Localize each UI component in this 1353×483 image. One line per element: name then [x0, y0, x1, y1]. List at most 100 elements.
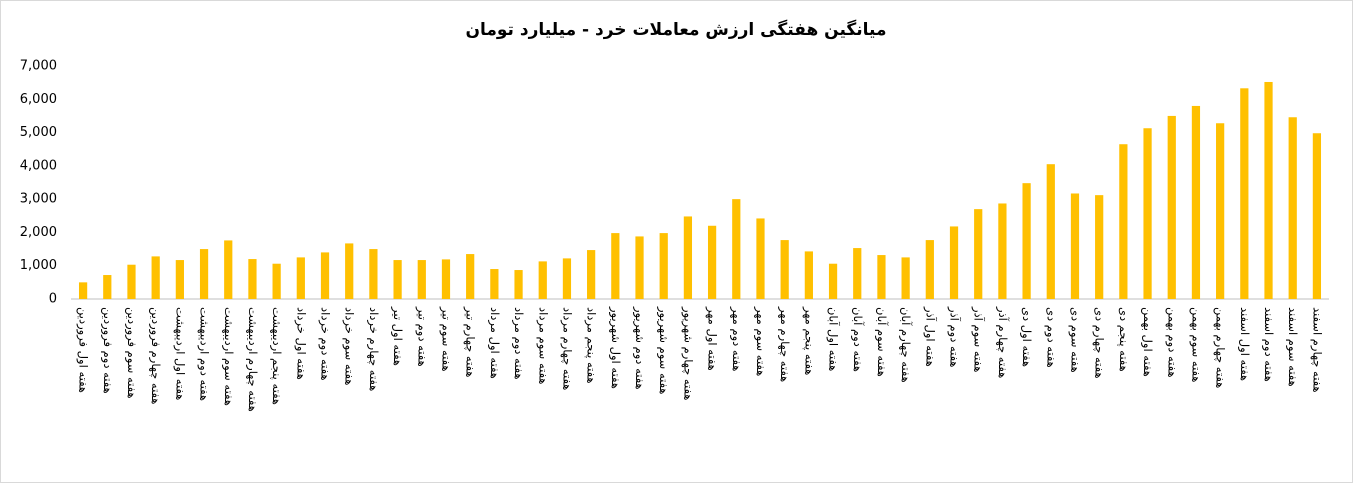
y-tick-label: 3,000 [20, 192, 57, 207]
bar [320, 252, 330, 299]
bar [1216, 123, 1225, 299]
x-tick-label: هفته سوم شهریور [656, 306, 671, 395]
x-tick-label: هفته سوم فروردین [124, 307, 139, 399]
bar [1143, 128, 1152, 299]
bar [1167, 115, 1176, 299]
bar [1095, 195, 1104, 299]
y-tick-label: 5,000 [20, 125, 57, 140]
x-tick-label: هفته دوم مرداد [511, 307, 526, 380]
x-tick-label: هفته پنجم مرداد [584, 307, 599, 384]
bar [925, 240, 934, 299]
x-tick-label: هفته اول شهریور [608, 306, 623, 389]
y-tick-label: 7,000 [20, 59, 57, 74]
bar [1240, 88, 1249, 300]
y-tick-label: 4,000 [20, 158, 57, 173]
x-tick-label: هفته اول آبان [826, 307, 841, 371]
x-tick-label: هفته چهارم دی [1092, 307, 1107, 379]
bar [611, 233, 620, 299]
bar [562, 258, 572, 299]
x-tick-label: هفته اول فروردین [76, 307, 91, 393]
bar [1070, 193, 1080, 299]
x-tick-label: هفته دوم تیر [414, 306, 429, 367]
x-tick-label: هفته پنجم مهر [801, 306, 816, 375]
bar [345, 243, 354, 299]
bar [224, 240, 233, 299]
bar [780, 240, 789, 299]
y-tick-label: 0 [49, 292, 57, 307]
bar [998, 203, 1007, 299]
bar [756, 218, 765, 299]
bar [490, 269, 499, 299]
x-tick-label: هفته پنجم دی [1117, 307, 1131, 372]
bar [151, 256, 160, 299]
bar [949, 226, 959, 299]
y-tick-label: 6,000 [20, 92, 57, 107]
x-tick-label: هفته سوم آبان [874, 307, 889, 377]
x-tick-label: هفته چهارم شهریور [680, 306, 695, 400]
bar [417, 260, 426, 299]
x-tick-label: هفته دوم آبان [850, 307, 865, 372]
y-tick-label: 2,000 [20, 225, 57, 240]
x-tick-label: هفته اول اسفند [1237, 307, 1252, 381]
x-tick-label: هفته اول مهر [705, 306, 720, 371]
x-tick-label: هفته چهارم بهمن [1213, 307, 1228, 388]
x-tick-label: هفته اول بهمن [1140, 307, 1155, 377]
bar [853, 248, 862, 299]
x-tick-label: هفته سوم تیر [438, 306, 453, 372]
x-tick-label: هفته سوم خرداد [342, 307, 357, 385]
bar [272, 263, 281, 299]
bar [78, 282, 88, 299]
bar [296, 257, 305, 299]
x-tick-label: هفته دوم فروردین [100, 307, 115, 394]
bar [732, 199, 741, 299]
bar [441, 259, 451, 299]
bar [103, 275, 112, 299]
bar [199, 249, 209, 299]
x-tick-label: هفته چهارم خرداد [366, 307, 381, 391]
bar [466, 254, 475, 299]
x-tick-label: هفته سوم آذر [971, 306, 986, 372]
bar [1022, 183, 1031, 299]
bar [514, 270, 523, 299]
bar [974, 209, 983, 299]
x-tick-label: هفته سوم مهر [753, 306, 768, 376]
x-tick-label: هفته اول تیر [390, 306, 405, 366]
x-tick-label: هفته چهارم اردیبهشت [245, 307, 260, 412]
x-tick-label: هفته دوم اردیبهشت [197, 307, 212, 401]
x-tick-label: هفته دوم شهریور [632, 306, 647, 390]
x-tick-label: هفته اول آذر [922, 306, 937, 367]
bar [538, 261, 547, 299]
bar [393, 260, 402, 299]
bar [1288, 117, 1297, 299]
x-tick-label: هفته سوم دی [1067, 307, 1082, 373]
bar [1312, 133, 1322, 299]
x-tick-label: هفته چهارم فروردین [148, 307, 163, 404]
bar [877, 255, 886, 299]
x-tick-label: هفته سوم مرداد [535, 307, 550, 384]
bar [828, 263, 838, 299]
x-tick-label: هفته چهارم اسفند [1309, 307, 1324, 393]
bar [707, 225, 717, 299]
bar [127, 264, 136, 299]
x-tick-label: هفته سوم اسفند [1285, 307, 1300, 387]
chart-title: میانگین هفتگی ارزش معاملات خرد - میلیارد… [465, 19, 886, 40]
y-tick-label: 1,000 [20, 258, 57, 273]
bar [1046, 164, 1055, 299]
bar [587, 250, 596, 299]
x-tick-label: هفته دوم اسفند [1261, 307, 1276, 382]
x-tick-label: هفته دوم مهر [729, 306, 744, 371]
x-tick-label: هفته پنجم اردیبهشت [269, 307, 284, 405]
x-tick-label: هفته چهارم آذر [995, 306, 1010, 378]
x-tick-label: هفته چهارم مرداد [559, 307, 574, 390]
bar [175, 260, 184, 299]
x-tick-label: هفته دوم دی [1043, 307, 1058, 368]
x-tick-label: هفته اول دی [1019, 307, 1034, 367]
bar [901, 257, 910, 299]
x-tick-label: هفته دوم خرداد [318, 307, 333, 381]
x-tick-label: هفته دوم بهمن [1164, 307, 1179, 378]
x-tick-label: هفته اول مرداد [487, 307, 502, 379]
x-tick-label: هفته اول اردیبهشت [172, 307, 187, 400]
bar [248, 259, 257, 299]
bar [1119, 144, 1128, 299]
